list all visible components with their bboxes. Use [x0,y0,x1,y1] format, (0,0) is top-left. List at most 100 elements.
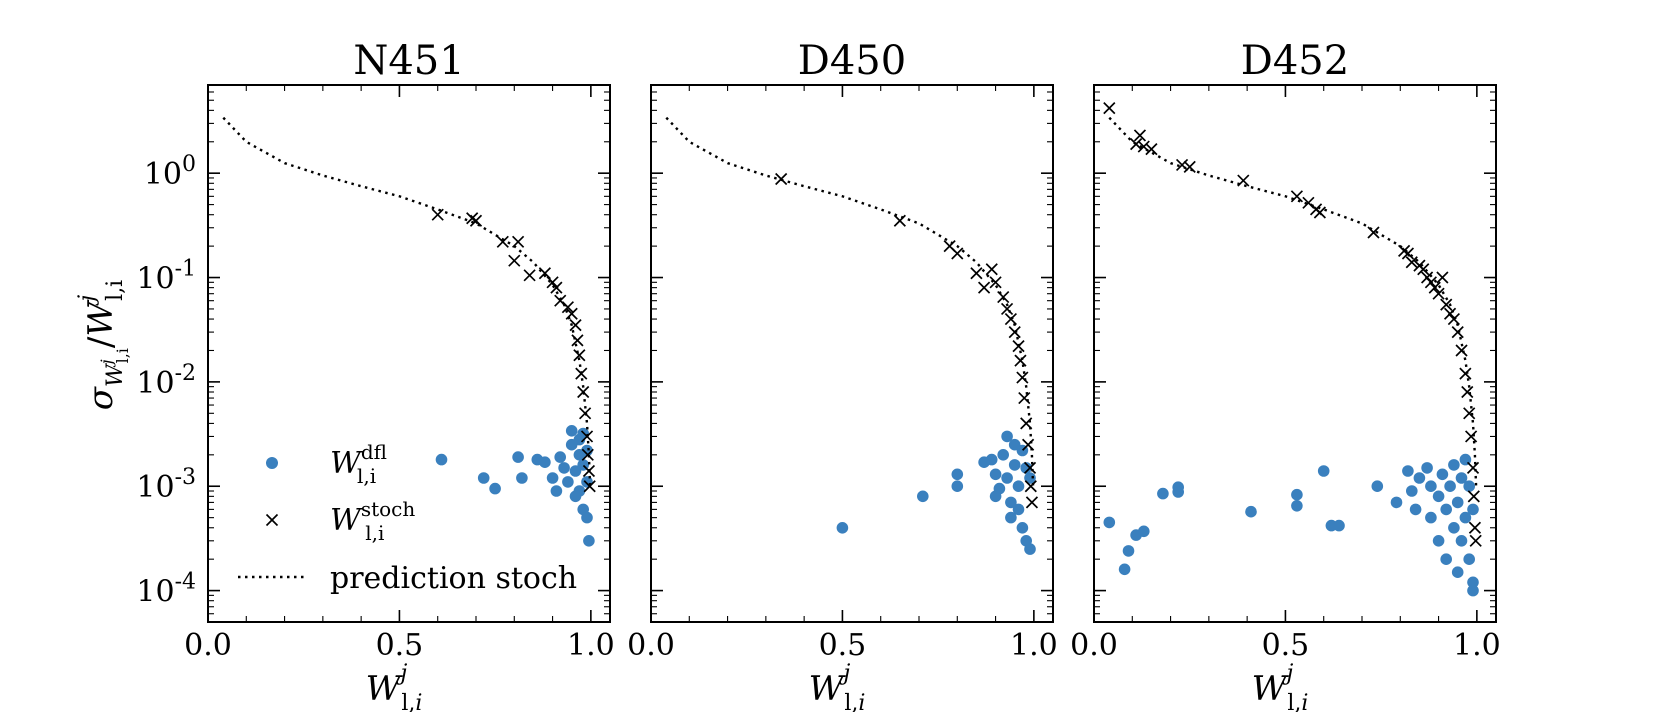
dfl-point [1001,430,1013,443]
dfl-point [951,480,964,493]
stoch-point [1436,271,1449,284]
dfl-point [1444,480,1456,493]
stoch-point [571,334,584,347]
panel-title: N451 [353,38,464,84]
stoch-point [1467,490,1480,503]
dfl-point [489,482,501,495]
dfl-point [1020,462,1032,474]
dfl-point [562,476,574,488]
dfl-point [993,482,1006,495]
stoch-point [1455,344,1468,357]
stoch-point [538,267,552,280]
y-axis-label-text: σWjl,i/Wj l,i [75,280,132,410]
dfl-point [1413,472,1426,484]
dfl-point [1448,522,1460,534]
series-x [775,172,1039,509]
stoch-point [1469,534,1482,547]
plot-frame [1093,84,1497,623]
stoch-point [431,208,444,221]
dfl-point [1001,472,1013,484]
dfl-point [1024,472,1036,484]
stoch-point [1023,461,1037,474]
legend-label: prediction stoch [330,561,577,596]
x-tick-label: 0.5 [1262,628,1310,663]
x-axis-label: Wj l,i [1252,661,1309,712]
dfl-point [1118,563,1131,576]
x-tick-label: 0.5 [376,628,424,663]
dfl-point [1459,511,1472,524]
series-circle [435,425,595,547]
dfl-point [583,535,595,547]
dfl-point [1016,522,1029,534]
stoch-point [1451,325,1464,339]
dfl-point [558,462,570,474]
dfl-point [951,468,964,481]
dfl-point [1455,535,1468,547]
stoch-point [989,276,1002,289]
stoch-point [1417,263,1430,276]
x-tick-label: 0.0 [1070,628,1118,663]
dfl-point [1024,543,1036,555]
dfl-point [1455,472,1468,484]
stoch-point [1432,287,1445,300]
stoch-point [546,276,559,289]
x-tick-label: 0.0 [184,628,232,663]
dfl-point [1390,496,1403,509]
prediction-line [222,116,592,487]
dfl-point [1440,553,1452,565]
dfl-point [1406,485,1418,497]
stoch-point [1014,354,1027,367]
legend-entry-stoch: Wstoch l,i [265,497,415,545]
dfl-point [435,453,448,466]
y-tick-label: 10-1 [136,257,196,297]
dfl-point [1440,503,1452,516]
stoch-point [577,385,590,399]
y-tick-label: 10-2 [136,361,196,401]
dfl-point [1451,566,1464,578]
stoch-point [1025,496,1039,509]
dfl-point [1317,465,1330,477]
stoch-point [1024,480,1037,493]
series-circle [836,430,1036,555]
stoch-point [573,349,586,362]
panel-d452: D452 0.0 0.5 1.0 Wj l,i [1070,38,1501,712]
stoch-point [1459,367,1472,380]
y-tick-label: 100 [144,152,196,192]
dfl-point [985,453,998,466]
dfl-point [1245,505,1257,518]
legend-entry-pred: prediction stoch [238,561,577,596]
y-tick-label: 10-4 [136,570,196,610]
x-tick-label: 1.0 [1010,628,1058,663]
legend-marker [265,513,279,527]
dfl-point [1005,511,1017,524]
dfl-point [1103,516,1116,529]
dfl-point [581,511,593,524]
stoch-point [550,281,563,294]
dfl-point [1436,468,1449,481]
series-dotted-line [665,116,1035,487]
stoch-point [1424,276,1438,289]
dfl-point [1157,487,1169,500]
dfl-point [1432,490,1445,503]
dfl-point [917,490,929,503]
dfl-point [550,485,563,497]
panel-title: D450 [798,38,906,84]
x-tick-label: 1.0 [1453,628,1501,663]
dfl-point [1425,480,1437,493]
series-dotted-line [1108,116,1478,487]
stoch-point [977,281,991,294]
dfl-point [1451,496,1464,509]
y-axis-label: σWjl,i/Wj l,i [75,280,132,410]
prediction-line [1108,116,1478,487]
dfl-point [1421,462,1433,474]
stoch-point [1133,129,1147,142]
stoch-point [1130,137,1143,151]
dfl-point [477,472,490,484]
legend-entry-dfl: Wdfl l,i [266,440,387,488]
stoch-point [1000,302,1014,316]
legend: Wdfl l,i Wstoch l,i prediction stoch [238,440,577,596]
series-circle [1103,453,1479,597]
dfl-point [1409,503,1422,516]
stoch-point [951,247,964,260]
